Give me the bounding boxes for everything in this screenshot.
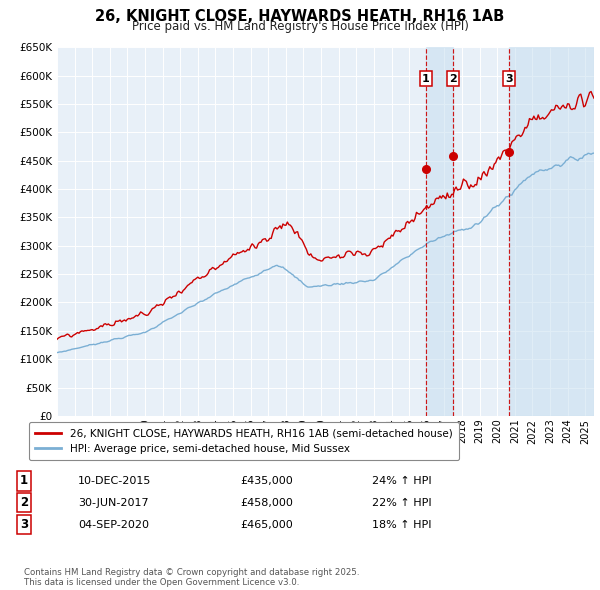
Text: 22% ↑ HPI: 22% ↑ HPI (372, 498, 431, 507)
Text: £465,000: £465,000 (240, 520, 293, 529)
Text: Contains HM Land Registry data © Crown copyright and database right 2025.
This d: Contains HM Land Registry data © Crown c… (24, 568, 359, 587)
Bar (426, 47, 453, 416)
Text: 3: 3 (505, 74, 513, 84)
Text: 26, KNIGHT CLOSE, HAYWARDS HEATH, RH16 1AB: 26, KNIGHT CLOSE, HAYWARDS HEATH, RH16 1… (95, 9, 505, 24)
Text: £435,000: £435,000 (240, 476, 293, 486)
Text: 30-JUN-2017: 30-JUN-2017 (78, 498, 149, 507)
Text: 18% ↑ HPI: 18% ↑ HPI (372, 520, 431, 529)
Text: 3: 3 (20, 518, 28, 531)
Text: 2: 2 (449, 74, 457, 84)
Text: 04-SEP-2020: 04-SEP-2020 (78, 520, 149, 529)
Text: 10-DEC-2015: 10-DEC-2015 (78, 476, 151, 486)
Text: 1: 1 (422, 74, 430, 84)
Text: £458,000: £458,000 (240, 498, 293, 507)
Text: 1: 1 (20, 474, 28, 487)
Bar (509, 47, 594, 416)
Text: Price paid vs. HM Land Registry's House Price Index (HPI): Price paid vs. HM Land Registry's House … (131, 20, 469, 33)
Legend: 26, KNIGHT CLOSE, HAYWARDS HEATH, RH16 1AB (semi-detached house), HPI: Average p: 26, KNIGHT CLOSE, HAYWARDS HEATH, RH16 1… (29, 422, 459, 460)
Text: 2: 2 (20, 496, 28, 509)
Text: 24% ↑ HPI: 24% ↑ HPI (372, 476, 431, 486)
